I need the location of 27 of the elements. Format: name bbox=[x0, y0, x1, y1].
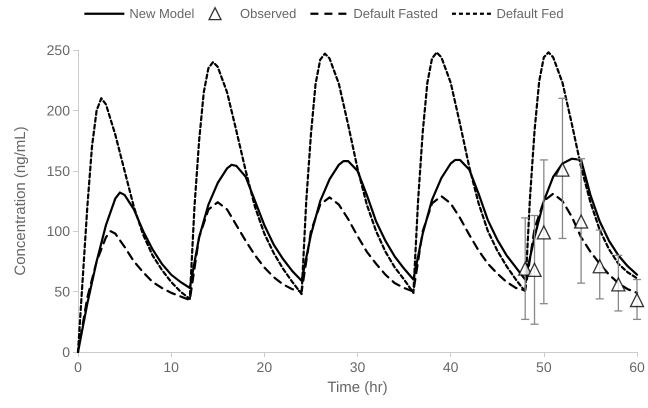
point bbox=[630, 292, 644, 308]
y-tick-label: 150 bbox=[46, 162, 70, 179]
y-tick-label: 250 bbox=[46, 42, 70, 58]
x-tick-label: 40 bbox=[442, 359, 459, 375]
y-tick-label: 100 bbox=[46, 223, 70, 240]
x-tick-label: 0 bbox=[74, 359, 82, 375]
y-tick-label: 50 bbox=[54, 284, 70, 300]
x-tick-label: 20 bbox=[256, 359, 272, 375]
y-axis-title: Concentration (ng/mL) bbox=[12, 126, 29, 276]
x-tick-label: 10 bbox=[163, 359, 180, 375]
point bbox=[611, 277, 626, 292]
legend-label: Default Fasted bbox=[353, 6, 438, 22]
point bbox=[536, 225, 551, 240]
point bbox=[518, 262, 532, 276]
y-tick-label: 200 bbox=[46, 102, 70, 118]
x-tick-label: 50 bbox=[536, 359, 552, 375]
point bbox=[555, 162, 570, 177]
legend-label: Observed bbox=[240, 6, 296, 22]
point bbox=[592, 259, 607, 274]
x-tick-label: 30 bbox=[350, 359, 366, 375]
point bbox=[527, 262, 542, 278]
legend-label: Default Fed bbox=[496, 6, 564, 22]
legend-label: New Model bbox=[129, 6, 194, 22]
y-tick-label: 0 bbox=[62, 344, 70, 360]
point bbox=[574, 214, 588, 229]
x-axis-title: Time (hr) bbox=[327, 379, 388, 396]
x-tick-label: 60 bbox=[629, 359, 645, 375]
